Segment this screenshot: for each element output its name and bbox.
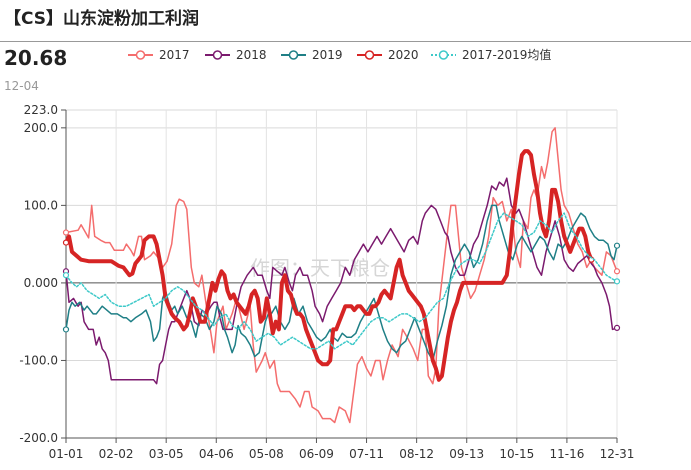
x-tick-label: 11-16 [549,447,584,461]
legend-item: 2017-2019均值 [431,47,551,62]
legend-item: 2017 [128,48,190,62]
legend-label: 2017-2019均值 [462,47,551,62]
series-line-2017-2019均值 [65,212,618,350]
x-tick-label: 12-31 [600,447,635,461]
x-tick-label: 01-01 [49,447,84,461]
series-lines [62,127,621,424]
y-tick-label: -100.0 [19,353,58,367]
axes: 223.0 200.0 100.0 0.000 -100.0 -200.0 01-01 02-… [19,103,634,461]
series-line-2020 [64,149,594,382]
series-line-2018 [65,177,618,385]
y-tick-label: 100.0 [24,198,58,212]
legend-swatch-marker [364,50,375,60]
legend-label: 2020 [388,48,419,62]
legend-swatch-marker [212,50,223,60]
series-line-2019 [65,204,618,362]
legend-swatch-marker [438,50,449,60]
y-tick-label: 223.0 [24,103,58,117]
latest-value: 20.68 [4,46,68,70]
series-endpoint [62,272,70,279]
x-tick-label: 05-08 [249,447,284,461]
x-tick-label: 04-06 [199,447,234,461]
legend-label: 2017 [159,48,190,62]
legend-swatch-marker [135,50,146,60]
series-endpoint [62,229,70,236]
legend-swatch-marker [288,50,299,60]
y-tick-label: -200.0 [19,431,58,445]
legend-label: 2019 [312,48,343,62]
x-tick-label: 02-02 [99,447,134,461]
series-endpoint [613,278,621,285]
y-tick-label: 200.0 [24,121,58,135]
chart-title: 【CS】山东淀粉加工利润 [4,9,200,29]
series-line-2017 [65,127,618,424]
x-tick-label: 08-12 [399,447,434,461]
legend-item: 2019 [281,48,343,62]
series-endpoint [613,268,621,275]
series-endpoint [62,326,70,333]
legend-label: 2018 [236,48,267,62]
legend-item: 2020 [357,48,419,62]
x-tick-label: 10-15 [499,447,534,461]
watermark: 作图：天下粮仓 [250,256,390,280]
x-tick-label: 06-09 [299,447,334,461]
x-tick-label: 07-11 [349,447,384,461]
legend: 2017 2018 2019 2020 2017-2019均值 [128,47,551,62]
series-endpoint [613,324,621,331]
series-endpoint [613,242,621,249]
x-tick-label: 09-13 [449,447,484,461]
legend-item: 2018 [205,48,267,62]
y-tick-label: 0.000 [24,276,58,290]
title-divider [0,41,691,42]
x-tick-label: 03-05 [149,447,184,461]
latest-date: 12-04 [4,79,39,93]
series-endpoint [62,239,70,246]
